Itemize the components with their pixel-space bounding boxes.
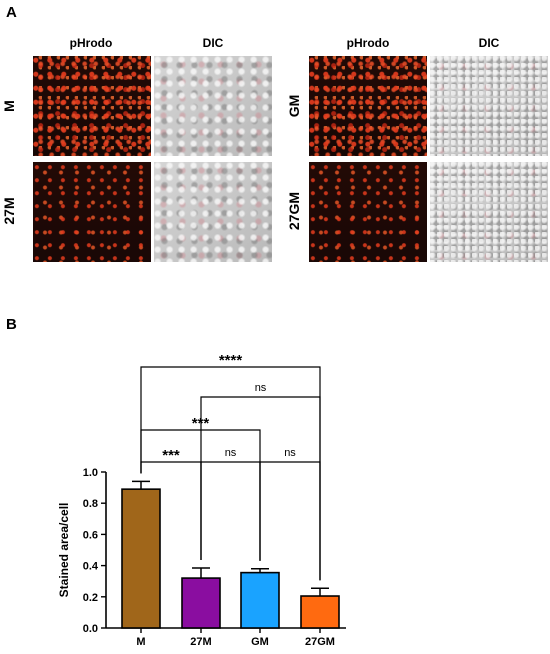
significance-bracket	[140, 366, 321, 581]
bar-m	[121, 488, 161, 629]
micrograph-27m-dic	[154, 162, 272, 262]
y-axis-label: Stained area/cell	[57, 503, 71, 598]
significance-bracket	[200, 396, 321, 581]
significance-bracket	[200, 461, 261, 561]
bar-gm	[240, 571, 280, 629]
panel-a-letter: A	[6, 4, 17, 21]
row-label-m: M	[1, 100, 17, 112]
column-header-dic-right: DIC	[478, 36, 500, 50]
y-tick-label: 0.0	[83, 623, 98, 635]
micrograph-27gm-dic	[430, 162, 548, 262]
x-tick-label-m: M	[136, 636, 145, 648]
significance-bracket	[140, 461, 202, 560]
bar-27m	[181, 577, 221, 629]
row-label-gm: GM	[286, 94, 302, 118]
micrograph-gm-phrodo	[309, 56, 427, 156]
y-tick-label: 1.0	[83, 467, 98, 479]
micrograph-m-phrodo	[33, 56, 151, 156]
significance-label: ***	[192, 415, 210, 432]
x-tick-label-27gm: 27GM	[305, 636, 335, 648]
column-header-dic-left: DIC	[202, 36, 224, 50]
y-tick-label: 0.4	[83, 561, 99, 573]
row-label-27m: 27M	[1, 197, 17, 225]
column-header-phrodo-right: pHrodo	[346, 36, 390, 50]
y-tick-label: 0.2	[83, 592, 98, 604]
significance-label: ns	[284, 447, 296, 459]
micrograph-27gm-phrodo	[309, 162, 427, 262]
significance-bracket	[140, 429, 261, 561]
column-header-phrodo-left: pHrodo	[69, 36, 113, 50]
y-tick-label: 0.6	[83, 529, 98, 541]
micrograph-m-dic	[154, 56, 272, 156]
y-tick-label: 0.8	[83, 498, 98, 510]
micrograph-gm-dic	[430, 56, 548, 156]
significance-label: ****	[219, 352, 243, 369]
significance-label: ns	[255, 382, 267, 394]
x-tick-label-gm: GM	[251, 636, 269, 648]
x-tick-label-27m: 27M	[190, 636, 211, 648]
panel-b-letter: B	[6, 316, 17, 333]
bar-27gm	[300, 595, 340, 629]
significance-label: ns	[225, 447, 237, 459]
significance-label: ***	[162, 447, 180, 464]
significance-bracket	[259, 461, 321, 581]
row-label-27gm: 27GM	[286, 191, 302, 231]
micrograph-27m-phrodo	[33, 162, 151, 262]
